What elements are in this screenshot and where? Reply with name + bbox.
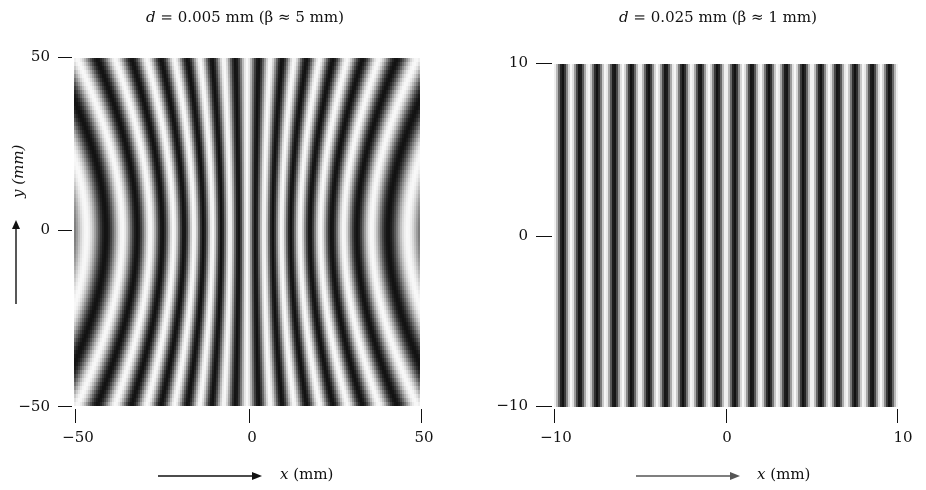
left-title-rest: = 0.005 mm (β ≈ 5 mm)	[155, 8, 344, 26]
right-ytick-mark-bottom	[536, 406, 552, 407]
right-xtick-right: 10	[893, 428, 913, 446]
right-ytick-mark-top	[536, 63, 552, 64]
right-x-axis-label: x (mm)	[757, 465, 810, 483]
left-ytick-top: 50	[30, 47, 50, 65]
left-ytick-bottom: −50	[18, 397, 50, 415]
left-x-axis-arrow	[158, 472, 262, 480]
left-xtick-mark-left	[75, 409, 76, 423]
left-ylabel-unit: (mm)	[9, 144, 27, 190]
right-x-axis-arrow	[636, 472, 740, 480]
left-xtick-right: 50	[414, 428, 434, 446]
left-xlabel-unit: (mm)	[288, 465, 334, 483]
right-ytick-bottom: −10	[496, 396, 528, 414]
left-xtick-mark-mid	[249, 409, 250, 423]
right-xtick-mark-mid	[726, 409, 727, 423]
left-y-axis-arrow	[12, 220, 20, 304]
left-ytick-mark-top	[58, 57, 72, 58]
left-xtick-mid: 0	[247, 428, 257, 446]
left-panel-title: d = 0.005 mm (β ≈ 5 mm)	[146, 8, 344, 26]
left-xtick-mark-right	[421, 409, 422, 423]
right-xtick-left: −10	[540, 428, 572, 446]
left-fringe-plot	[74, 58, 420, 406]
right-xtick-mark-right	[897, 409, 898, 423]
right-xlabel-unit: (mm)	[765, 465, 811, 483]
right-ytick-mark-mid	[536, 236, 552, 237]
right-ytick-mid: 0	[518, 226, 528, 244]
right-xtick-mark-left	[554, 409, 555, 423]
left-ytick-mid: 0	[40, 220, 50, 238]
left-xtick-left: −50	[62, 428, 94, 446]
left-ytick-mark-bottom	[58, 406, 72, 407]
fringe-pixels	[554, 64, 898, 407]
left-xlabel-var: x	[280, 465, 289, 483]
left-x-axis-label: x (mm)	[280, 465, 333, 483]
left-ylabel-var: y	[9, 189, 27, 198]
left-title-var: d	[146, 8, 156, 26]
left-y-axis-label: y (mm)	[9, 145, 27, 198]
right-title-rest: = 0.025 mm (β ≈ 1 mm)	[628, 8, 817, 26]
right-ytick-top: 10	[508, 53, 528, 71]
left-ytick-mark-mid	[58, 230, 72, 231]
right-xlabel-var: x	[757, 465, 766, 483]
right-xtick-mid: 0	[722, 428, 732, 446]
right-panel-title: d = 0.025 mm (β ≈ 1 mm)	[619, 8, 817, 26]
right-title-var: d	[619, 8, 629, 26]
fringe-pixels	[74, 58, 420, 406]
right-fringe-plot	[554, 64, 898, 407]
